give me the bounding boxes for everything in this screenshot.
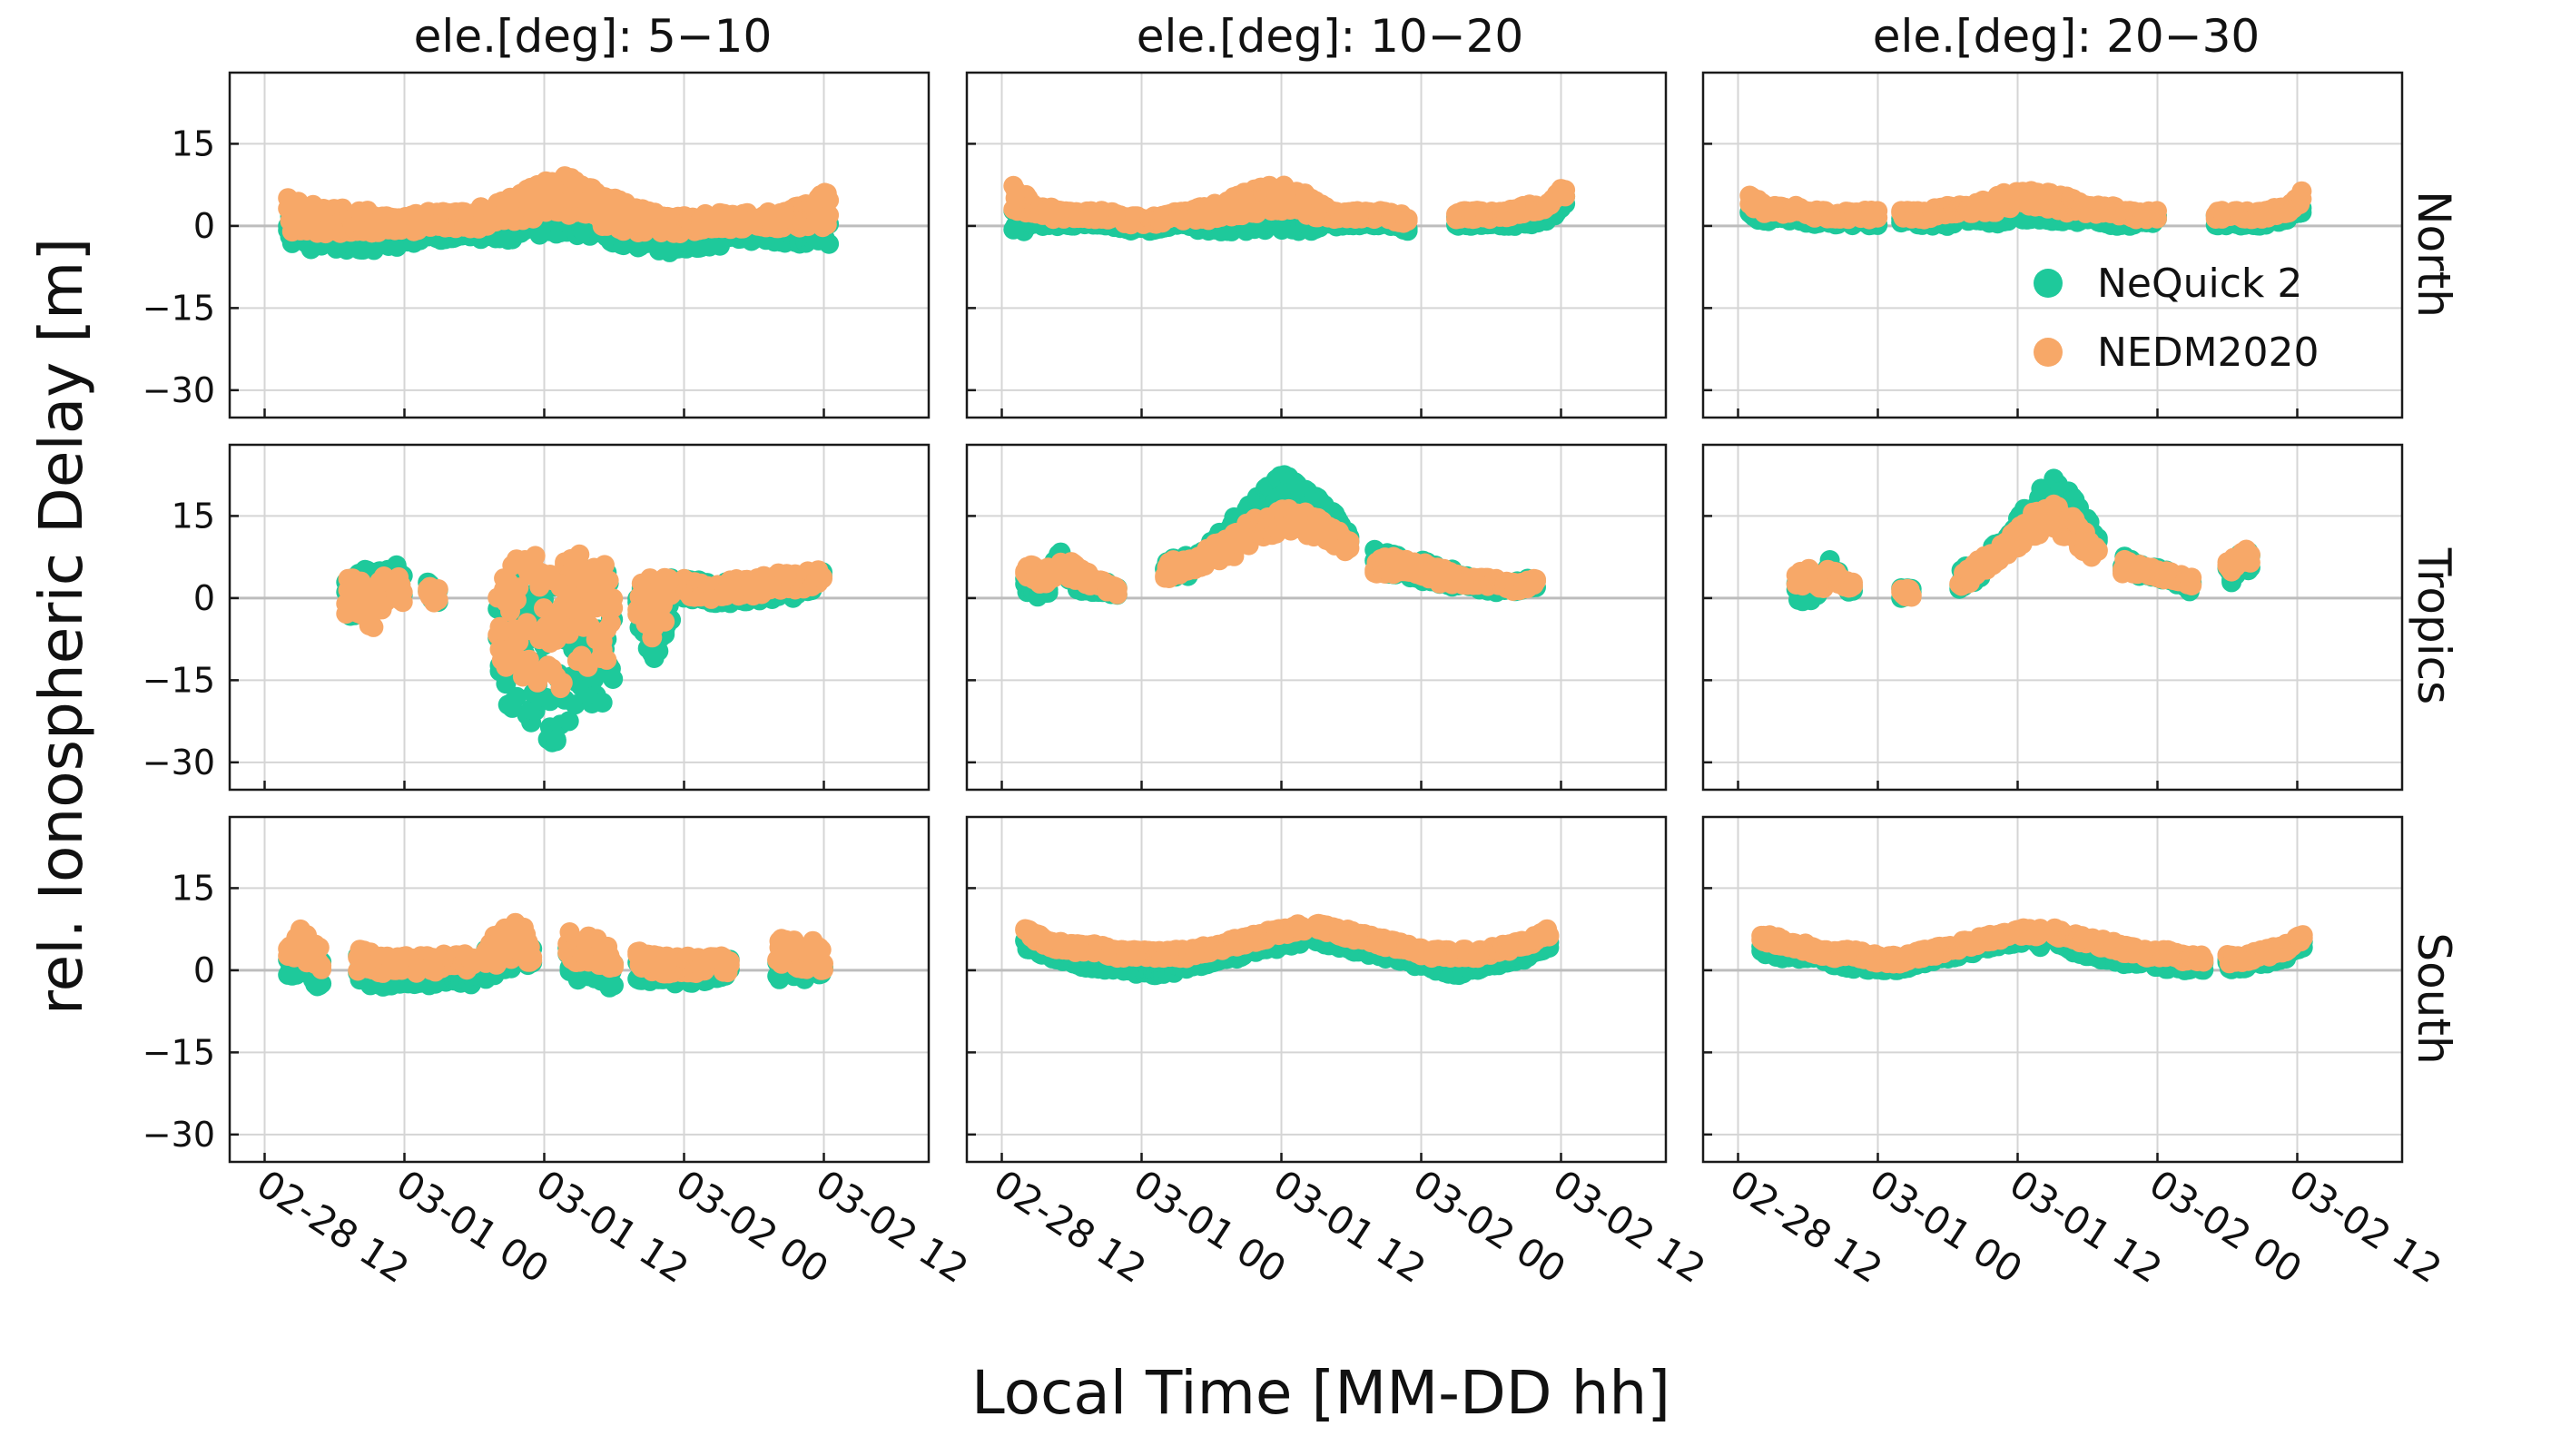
nedm-point (1843, 576, 1863, 596)
nedm-point (1867, 201, 1888, 221)
y-tick-label: −15 (143, 660, 215, 700)
y-tick-label: −15 (143, 288, 215, 328)
y-tick-label: −30 (143, 743, 215, 782)
y-tick-label: 15 (172, 496, 215, 536)
panel-r2-c2 (965, 443, 1668, 792)
nedm-point (1107, 584, 1128, 605)
nedm-series-points (278, 166, 840, 244)
nedm-point (819, 205, 840, 225)
nequick-point (592, 693, 613, 713)
panel-frame (228, 71, 931, 419)
nedm-point (598, 570, 619, 591)
panel-r2-c3 (1701, 443, 2404, 792)
y-tick-label: 0 (193, 206, 215, 246)
panel-r2-c1: 15 0 −15 −30 (143, 443, 931, 792)
nedm-point (819, 190, 840, 211)
nedm-point (596, 649, 617, 670)
y-tick-label: 0 (193, 578, 215, 618)
nedm-point (813, 568, 832, 589)
panel-r1-c1: 15 0 −15 −30 (143, 71, 931, 419)
nequick-point (603, 669, 624, 689)
nequick-point (819, 233, 840, 254)
nedm-point (1397, 209, 1418, 229)
nedm-point (363, 616, 384, 637)
nedm-point (392, 592, 413, 613)
nedm-point (1526, 569, 1546, 590)
nedm-point (603, 597, 624, 618)
nedm-point (2147, 208, 2167, 229)
nedm-point (552, 673, 573, 694)
nedm-point (655, 611, 675, 632)
panel-r1-c2 (965, 71, 1668, 419)
nedm-point (1901, 586, 1922, 607)
nedm-point (428, 589, 448, 610)
nedm-series-points (1786, 494, 2260, 607)
nedm-series-points (336, 544, 832, 699)
nedm-point (1339, 538, 1360, 558)
y-tick-label: 15 (172, 123, 215, 163)
nedm-point (1555, 186, 1576, 207)
nedm-point (2291, 189, 2312, 210)
y-tick-label: −30 (143, 370, 215, 410)
